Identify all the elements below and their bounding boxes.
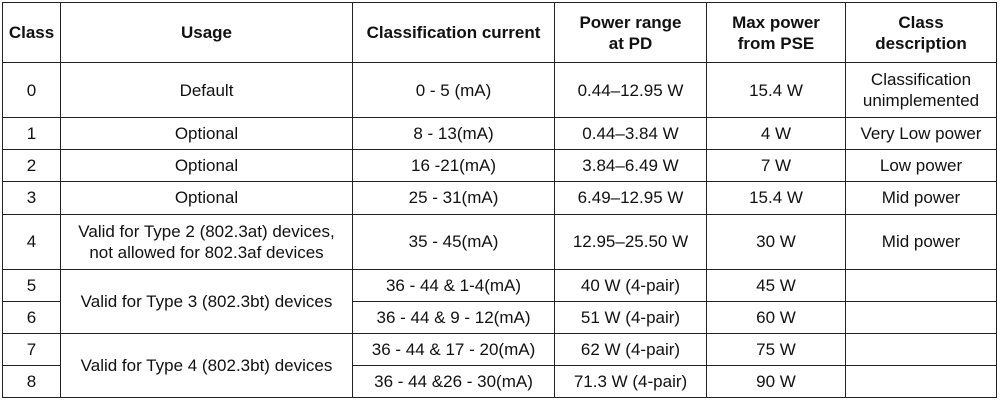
cell-usage: Optional (60, 117, 353, 151)
cell-current: 25 - 31(mA) (352, 181, 555, 215)
cell-description (845, 268, 997, 302)
cell-class: 3 (2, 181, 61, 215)
cell-description (845, 300, 997, 334)
cell-description: Low power (845, 149, 997, 183)
cell-pse-max: 45 W (706, 268, 846, 302)
table-row: 3 Optional 25 - 31(mA) 6.49–12.95 W 15.4… (2, 181, 997, 215)
cell-pd-range: 0.44–3.84 W (554, 117, 707, 151)
cell-current: 0 - 5 (mA) (352, 62, 555, 119)
header-usage: Usage (60, 1, 353, 64)
cell-pd-range: 71.3 W (4-pair) (554, 364, 707, 399)
cell-current: 35 - 45(mA) (352, 213, 555, 270)
cell-current: 8 - 13(mA) (352, 117, 555, 151)
cell-pse-max: 7 W (706, 149, 846, 183)
cell-current: 36 - 44 & 9 - 12(mA) (352, 300, 555, 334)
cell-pse-max: 15.4 W (706, 181, 846, 215)
cell-pd-range: 62 W (4-pair) (554, 332, 707, 366)
header-classification-current: Classification current (352, 1, 555, 64)
cell-pse-max: 30 W (706, 213, 846, 270)
cell-pd-range: 40 W (4-pair) (554, 268, 707, 302)
cell-pd-range: 51 W (4-pair) (554, 300, 707, 334)
cell-current: 36 - 44 &26 - 30(mA) (352, 364, 555, 399)
cell-class: 7 (2, 332, 61, 366)
cell-pd-range: 12.95–25.50 W (554, 213, 707, 270)
cell-class: 5 (2, 268, 61, 302)
cell-usage: Default (60, 62, 353, 119)
cell-pse-max: 60 W (706, 300, 846, 334)
cell-class: 2 (2, 149, 61, 183)
cell-class: 1 (2, 117, 61, 151)
cell-description (845, 364, 997, 399)
cell-pse-max: 4 W (706, 117, 846, 151)
header-row: Class Usage Classification current Power… (2, 1, 997, 64)
cell-description: Mid power (845, 181, 997, 215)
table-row: 0 Default 0 - 5 (mA) 0.44–12.95 W 15.4 W… (2, 62, 997, 119)
cell-pse-max: 15.4 W (706, 62, 846, 119)
header-power-range-pd: Power range at PD (554, 1, 707, 64)
cell-current: 36 - 44 & 1-4(mA) (352, 268, 555, 302)
cell-class: 0 (2, 62, 61, 119)
table-row: 6 36 - 44 & 9 - 12(mA) 51 W (4-pair) 60 … (2, 300, 997, 334)
table-row: 4 Valid for Type 2 (802.3at) devices, no… (2, 213, 997, 270)
cell-pd-range: 6.49–12.95 W (554, 181, 707, 215)
cell-pd-range: 0.44–12.95 W (554, 62, 707, 119)
table-row: 1 Optional 8 - 13(mA) 0.44–3.84 W 4 W Ve… (2, 117, 997, 151)
cell-class: 8 (2, 364, 61, 399)
cell-current: 36 - 44 & 17 - 20(mA) (352, 332, 555, 366)
cell-usage-type3: Valid for Type 3 (802.3bt) devices (60, 268, 353, 334)
cell-pse-max: 90 W (706, 364, 846, 399)
header-class-description: Class description (845, 1, 997, 64)
table-row: 8 36 - 44 &26 - 30(mA) 71.3 W (4-pair) 9… (2, 364, 997, 399)
cell-description (845, 332, 997, 366)
cell-current: 16 -21(mA) (352, 149, 555, 183)
cell-usage: Optional (60, 149, 353, 183)
header-max-power-pse: Max power from PSE (706, 1, 846, 64)
cell-usage: Optional (60, 181, 353, 215)
cell-class: 6 (2, 300, 61, 334)
cell-pd-range: 3.84–6.49 W (554, 149, 707, 183)
cell-description: Very Low power (845, 117, 997, 151)
cell-description: Mid power (845, 213, 997, 270)
cell-pse-max: 75 W (706, 332, 846, 366)
table-row: 2 Optional 16 -21(mA) 3.84–6.49 W 7 W Lo… (2, 149, 997, 183)
cell-usage: Valid for Type 2 (802.3at) devices, not … (60, 213, 353, 270)
cell-description: Classification unimplemented (845, 62, 997, 119)
table-row: 5 Valid for Type 3 (802.3bt) devices 36 … (2, 268, 997, 334)
cell-usage-type4: Valid for Type 4 (802.3bt) devices (60, 332, 353, 399)
header-class: Class (2, 1, 61, 64)
cell-class: 4 (2, 213, 61, 270)
table-row: 7 Valid for Type 4 (802.3bt) devices 36 … (2, 332, 997, 399)
